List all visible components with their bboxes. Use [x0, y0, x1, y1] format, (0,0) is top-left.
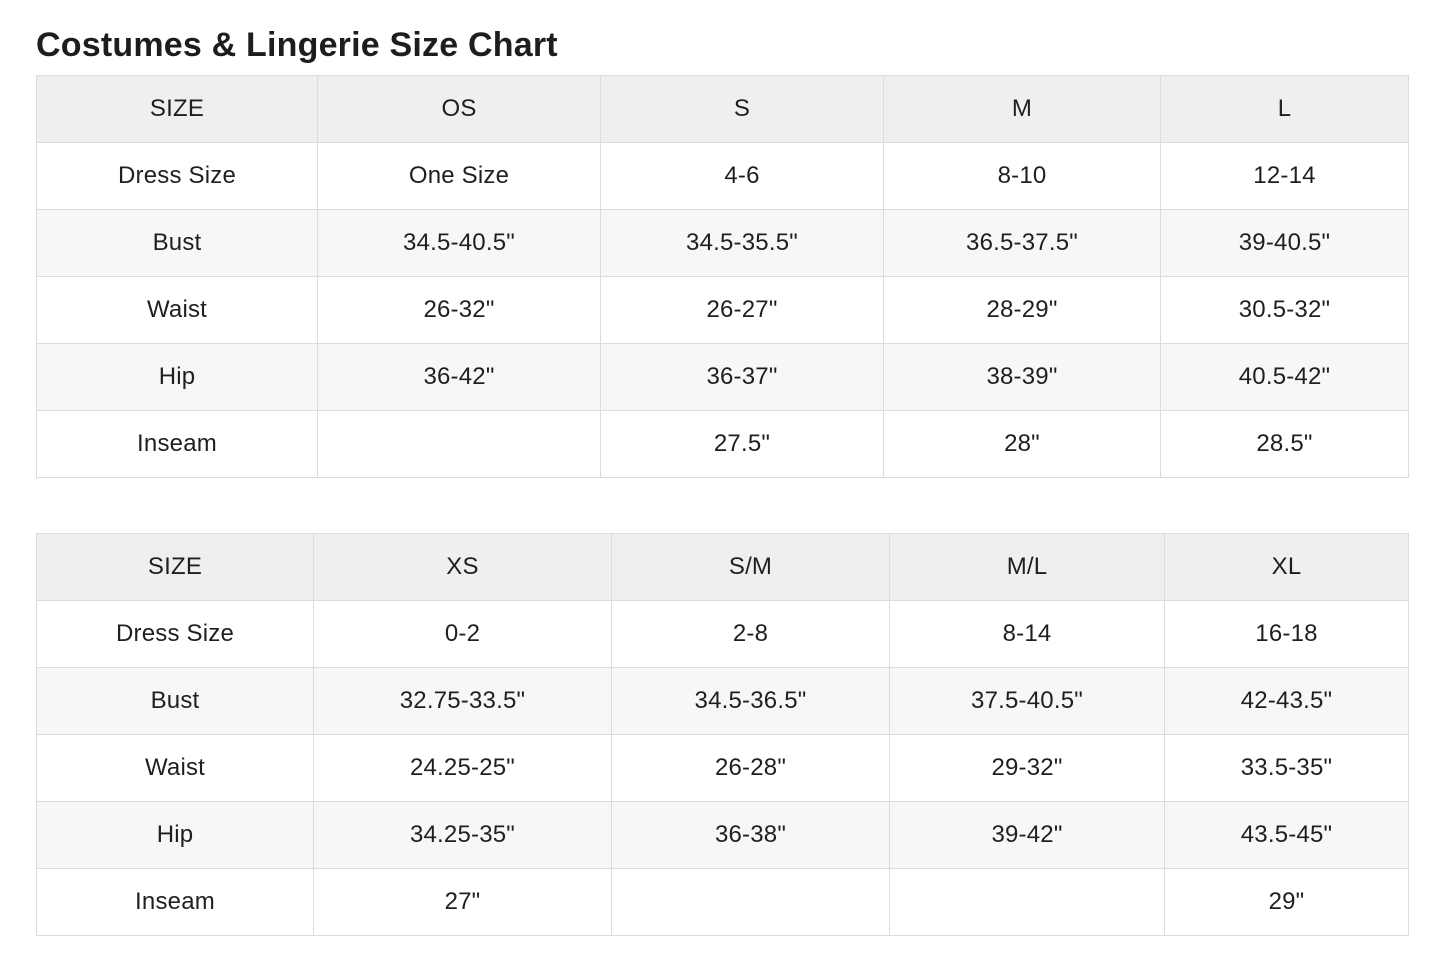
cell-value: 28": [883, 410, 1161, 478]
row-label: Bust: [36, 209, 318, 277]
row-label: Dress Size: [36, 600, 314, 668]
cell-value: 36-38": [611, 801, 890, 869]
cell-value: 33.5-35": [1164, 734, 1409, 802]
row-label: Dress Size: [36, 142, 318, 210]
row-label: Inseam: [36, 410, 318, 478]
cell-value: 24.25-25": [313, 734, 612, 802]
cell-value: 0-2: [313, 600, 612, 668]
cell-value: 28.5": [1160, 410, 1409, 478]
cell-value: 2-8: [611, 600, 890, 668]
table-spacer: [36, 478, 1409, 533]
cell-value: 26-27": [600, 276, 884, 344]
cell-value: 36-42": [317, 343, 601, 411]
column-header-m: M: [883, 75, 1161, 143]
cell-value: [317, 410, 601, 478]
table-header-row: SIZE OS S M L: [36, 75, 1409, 143]
cell-value: 37.5-40.5": [889, 667, 1165, 735]
page-title: Costumes & Lingerie Size Chart: [36, 26, 558, 64]
cell-value: 27": [313, 868, 612, 936]
column-header-os: OS: [317, 75, 601, 143]
size-chart-table-xs-xl: SIZE XS S/M M/L XL Dress Size 0-2 2-8 8-…: [36, 533, 1409, 936]
cell-value: 36-37": [600, 343, 884, 411]
cell-value: One Size: [317, 142, 601, 210]
cell-value: 42-43.5": [1164, 667, 1409, 735]
cell-value: 8-14: [889, 600, 1165, 668]
cell-value: 29-32": [889, 734, 1165, 802]
cell-value: 39-42": [889, 801, 1165, 869]
table-row-waist: Waist 26-32" 26-27" 28-29" 30.5-32": [36, 276, 1409, 344]
column-header-size: SIZE: [36, 75, 318, 143]
table-header-row: SIZE XS S/M M/L XL: [36, 533, 1409, 601]
cell-value: 34.5-35.5": [600, 209, 884, 277]
cell-value: 29": [1164, 868, 1409, 936]
cell-value: 27.5": [600, 410, 884, 478]
table-row-inseam: Inseam 27.5" 28" 28.5": [36, 410, 1409, 478]
cell-value: 32.75-33.5": [313, 667, 612, 735]
table-row-bust: Bust 34.5-40.5" 34.5-35.5" 36.5-37.5" 39…: [36, 209, 1409, 277]
column-header-xs: XS: [313, 533, 612, 601]
table-row-inseam: Inseam 27" 29": [36, 868, 1409, 936]
table-row-hip: Hip 36-42" 36-37" 38-39" 40.5-42": [36, 343, 1409, 411]
cell-value: 36.5-37.5": [883, 209, 1161, 277]
table-row-bust: Bust 32.75-33.5" 34.5-36.5" 37.5-40.5" 4…: [36, 667, 1409, 735]
cell-value: 34.25-35": [313, 801, 612, 869]
cell-value: 39-40.5": [1160, 209, 1409, 277]
table-row-hip: Hip 34.25-35" 36-38" 39-42" 43.5-45": [36, 801, 1409, 869]
row-label: Waist: [36, 734, 314, 802]
size-chart-table-os-l: SIZE OS S M L Dress Size One Size 4-6 8-…: [36, 75, 1409, 478]
cell-value: 26-32": [317, 276, 601, 344]
cell-value: 40.5-42": [1160, 343, 1409, 411]
column-header-ml: M/L: [889, 533, 1165, 601]
cell-value: [611, 868, 890, 936]
row-label: Hip: [36, 343, 318, 411]
cell-value: [889, 868, 1165, 936]
column-header-s: S: [600, 75, 884, 143]
column-header-size: SIZE: [36, 533, 314, 601]
cell-value: 43.5-45": [1164, 801, 1409, 869]
row-label: Inseam: [36, 868, 314, 936]
cell-value: 8-10: [883, 142, 1161, 210]
cell-value: 34.5-40.5": [317, 209, 601, 277]
column-header-xl: XL: [1164, 533, 1409, 601]
table-row-waist: Waist 24.25-25" 26-28" 29-32" 33.5-35": [36, 734, 1409, 802]
table-row-dress-size: Dress Size One Size 4-6 8-10 12-14: [36, 142, 1409, 210]
row-label: Hip: [36, 801, 314, 869]
cell-value: 26-28": [611, 734, 890, 802]
cell-value: 38-39": [883, 343, 1161, 411]
cell-value: 12-14: [1160, 142, 1409, 210]
cell-value: 28-29": [883, 276, 1161, 344]
row-label: Bust: [36, 667, 314, 735]
table-row-dress-size: Dress Size 0-2 2-8 8-14 16-18: [36, 600, 1409, 668]
column-header-l: L: [1160, 75, 1409, 143]
cell-value: 30.5-32": [1160, 276, 1409, 344]
column-header-sm: S/M: [611, 533, 890, 601]
row-label: Waist: [36, 276, 318, 344]
cell-value: 4-6: [600, 142, 884, 210]
cell-value: 16-18: [1164, 600, 1409, 668]
cell-value: 34.5-36.5": [611, 667, 890, 735]
